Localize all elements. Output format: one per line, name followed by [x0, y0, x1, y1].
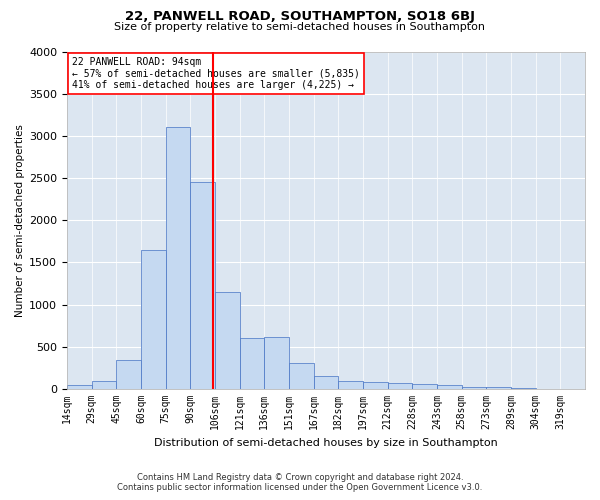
Bar [314, 376, 338, 389]
Text: Contains HM Land Registry data © Crown copyright and database right 2024.
Contai: Contains HM Land Registry data © Crown c… [118, 473, 482, 492]
Y-axis label: Number of semi-detached properties: Number of semi-detached properties [15, 124, 25, 316]
Bar [363, 382, 388, 389]
Bar [265, 336, 289, 389]
Bar [338, 380, 363, 389]
Bar [116, 360, 141, 389]
X-axis label: Distribution of semi-detached houses by size in Southampton: Distribution of semi-detached houses by … [154, 438, 498, 448]
Text: 22, PANWELL ROAD, SOUTHAMPTON, SO18 6BJ: 22, PANWELL ROAD, SOUTHAMPTON, SO18 6BJ [125, 10, 475, 23]
Bar [67, 385, 92, 389]
Bar [511, 388, 536, 389]
Bar [239, 338, 265, 389]
Bar [388, 382, 412, 389]
Bar [437, 386, 461, 389]
Bar [166, 128, 190, 389]
Bar [215, 292, 239, 389]
Bar [487, 388, 511, 389]
Bar [461, 386, 487, 389]
Bar [289, 363, 314, 389]
Bar [190, 182, 215, 389]
Bar [141, 250, 166, 389]
Text: Size of property relative to semi-detached houses in Southampton: Size of property relative to semi-detach… [115, 22, 485, 32]
Text: 22 PANWELL ROAD: 94sqm
← 57% of semi-detached houses are smaller (5,835)
41% of : 22 PANWELL ROAD: 94sqm ← 57% of semi-det… [72, 56, 360, 90]
Bar [412, 384, 437, 389]
Bar [92, 380, 116, 389]
